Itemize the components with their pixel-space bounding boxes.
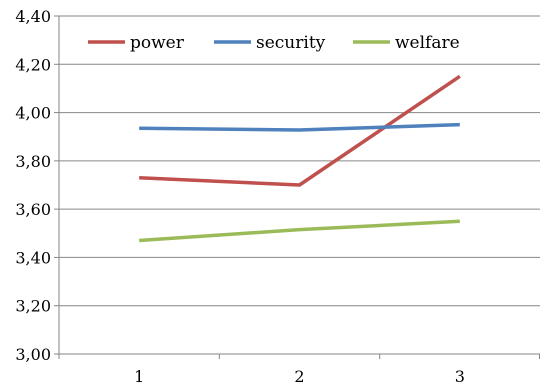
y-tick-labels: 3,00 3,20 3,40 3,60 3,80 4,00 4,20 4,40 [15, 7, 51, 364]
y-tick-label: 3,00 [15, 345, 51, 364]
legend-label-security: security [256, 33, 326, 53]
series-line-welfare [139, 219, 460, 243]
axes [54, 15, 540, 359]
x-tick-label: 3 [455, 367, 465, 386]
y-tick-label: 3,40 [15, 248, 51, 267]
y-tick-label: 3,20 [15, 297, 51, 316]
y-tick-label: 4,00 [15, 104, 51, 123]
legend: power security welfare [88, 33, 460, 53]
x-tick-labels: 1 2 3 [134, 367, 465, 386]
x-tick-label: 2 [294, 367, 304, 386]
y-tick-label: 4,20 [15, 55, 51, 74]
y-tick-label: 4,40 [15, 7, 51, 26]
gridlines [59, 15, 540, 307]
legend-label-welfare: welfare [395, 33, 460, 53]
y-tick-label: 3,80 [15, 152, 51, 171]
series-lines [139, 74, 461, 243]
y-tick-label: 3,60 [15, 200, 51, 219]
series-line-power [139, 74, 461, 187]
legend-label-power: power [130, 33, 185, 53]
x-tick-label: 1 [134, 367, 144, 386]
series-line-security [139, 122, 460, 132]
